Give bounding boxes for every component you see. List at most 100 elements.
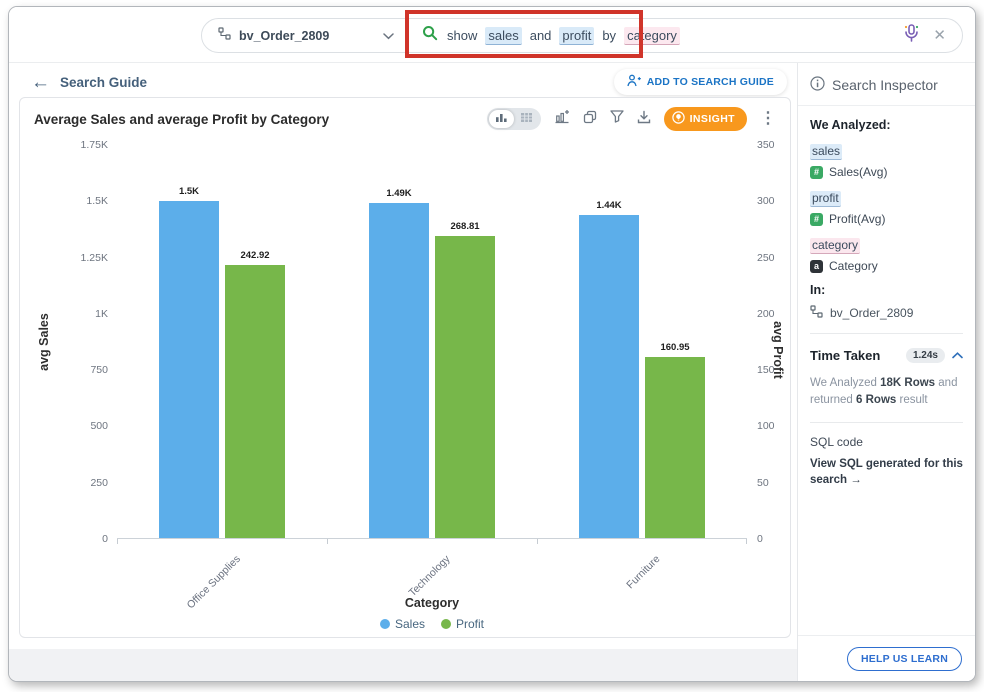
search-token-show[interactable]: show [447,28,478,43]
bar-value-label: 242.92 [240,250,270,262]
right-axis-ticks: 350 300 250 200 150 100 50 0 [757,139,797,545]
search-token-profit[interactable]: profit [559,26,595,45]
card-header: Average Sales and average Profit by Cate… [20,98,790,140]
inspector-body: We Analyzed: sales # Sales(Avg) profit # Prof… [798,106,975,489]
right-axis-tick: 100 [757,420,775,433]
search-icon [422,25,438,46]
filter-button[interactable] [609,110,624,128]
time-taken-label: Time Taken [810,347,881,363]
left-axis-tick: 1.75K [80,139,108,151]
copy-icon [583,110,597,129]
legend-dot [379,619,390,629]
search-bar[interactable]: bv_Order_2809 show sales and profit by catego… [201,18,963,53]
more-options-icon[interactable]: ⋮ [760,110,776,127]
download-button[interactable] [637,110,651,129]
bar-value-label: 1.5K [178,186,200,198]
bar-sales-0[interactable]: 1.5K [159,145,219,538]
we-analyzed-label: We Analyzed: [810,118,891,132]
inspector-token-mapping: # Sales(Avg) [810,165,963,179]
insight-button[interactable]: INSIGHT [663,107,747,131]
bar-chart-icon [495,110,508,128]
right-axis-tick: 350 [757,139,775,151]
search-bar-actions: ✕ [904,24,962,47]
microphone-icon[interactable] [904,24,919,47]
in-datasource-row: bv_Order_2809 [810,305,963,321]
bar-group-1: 1.49K 268.81 [327,145,537,538]
time-taken-badge: 1.24s [905,347,945,363]
inspector-footer: HELP US LEARN [798,635,975,681]
datasource-dropdown[interactable]: bv_Order_2809 [202,19,407,52]
left-axis-tick: 750 [90,364,108,377]
inspector-token-block: sales # Sales(Avg) [810,142,963,179]
bar-rect [435,236,495,538]
legend-item-sales[interactable]: Sales [379,617,425,631]
table-icon [520,110,533,128]
help-us-learn-button[interactable]: HELP US LEARN [847,646,962,671]
in-datasource-name: bv_Order_2809 [830,306,914,320]
legend-item-profit[interactable]: Profit [441,617,484,631]
divider [810,421,963,423]
view-sql-link[interactable]: View SQL generated for this search → [810,457,963,487]
chart-table-toggle[interactable] [486,108,541,130]
bar-profit-1[interactable]: 268.81 [435,145,495,538]
in-label: In: [810,283,826,297]
left-axis-title: avg Sales [37,313,51,371]
left-axis-tick: 1K [95,307,108,320]
bar-rect [159,201,219,538]
table-view-option[interactable] [514,110,539,128]
inspector-token-chip[interactable]: profit [810,191,841,207]
search-input[interactable]: show sales and profit by category [407,25,904,46]
left-axis-tick: 500 [90,420,108,433]
x-tick-mark [117,539,118,544]
close-icon[interactable]: ✕ [933,27,946,44]
sql-code-label: SQL code [810,434,863,449]
x-axis-title: Category [404,596,460,610]
search-token-by[interactable]: by [602,28,617,43]
x-label-1[interactable]: Technology [406,553,453,600]
left-axis-tick: 0 [102,533,108,545]
inspector-token-block: category a Category [810,236,963,273]
right-axis-tick: 200 [757,307,775,320]
chevron-down-icon [383,27,394,45]
bar-value-label: 268.81 [450,221,480,233]
column-name: Sales(Avg) [829,165,888,179]
inspector-header: Search Inspector [798,63,975,106]
bar-sales-2[interactable]: 1.44K [579,145,639,538]
x-tick-mark [537,539,538,544]
inspector-token-block: profit # Profit(Avg) [810,189,963,226]
search-inspector-panel: Search Inspector We Analyzed: sales # Sale… [797,63,975,681]
chart-legend: Sales Profit [117,617,747,631]
search-guide-label: Search Guide [60,74,148,90]
bar-value-label: 1.49K [386,188,412,200]
search-token-and[interactable]: and [529,28,552,43]
inspector-tokens: sales # Sales(Avg) profit # Profit(Avg) catego… [810,142,963,273]
bar-value-label: 160.95 [660,342,690,354]
x-tick-mark [746,539,747,544]
bar-sales-1[interactable]: 1.49K [369,145,429,538]
bar-group-0: 1.5K 242.92 [117,145,327,538]
inspector-token-chip[interactable]: sales [810,144,843,160]
bar-profit-0[interactable]: 242.92 [225,145,285,538]
column-name: Category [829,259,878,273]
left-axis-tick: 1.5K [86,195,108,208]
plot-area: 1.5K 242.92 1.49K 268.81 1.44K 160.95 [117,145,747,539]
back-arrow-icon[interactable]: ← [31,71,50,93]
edit-chart-config-button[interactable] [554,109,570,129]
lightbulb-icon [671,111,685,127]
worksheet-icon [218,26,231,45]
inspector-token-chip[interactable]: category [810,238,861,254]
x-label-2[interactable]: Furniture [624,553,663,592]
left-axis-ticks: 1.75K 1.5K 1.25K 1K 750 500 250 0 [50,139,108,545]
add-to-search-guide-button[interactable]: ADD TO SEARCH GUIDE [613,69,787,95]
copy-button[interactable] [583,110,597,129]
worksheet-icon [810,305,823,321]
right-axis-tick: 0 [757,533,763,545]
search-token-category[interactable]: category [624,26,680,45]
bar-rect [579,214,639,538]
right-axis-tick: 50 [757,476,769,489]
search-token-sales[interactable]: sales [485,26,522,45]
chart-view-option[interactable] [488,110,514,128]
search-query: show sales and profit by category [444,26,680,45]
chevron-up-icon[interactable] [952,346,963,364]
bar-profit-2[interactable]: 160.95 [645,145,705,538]
